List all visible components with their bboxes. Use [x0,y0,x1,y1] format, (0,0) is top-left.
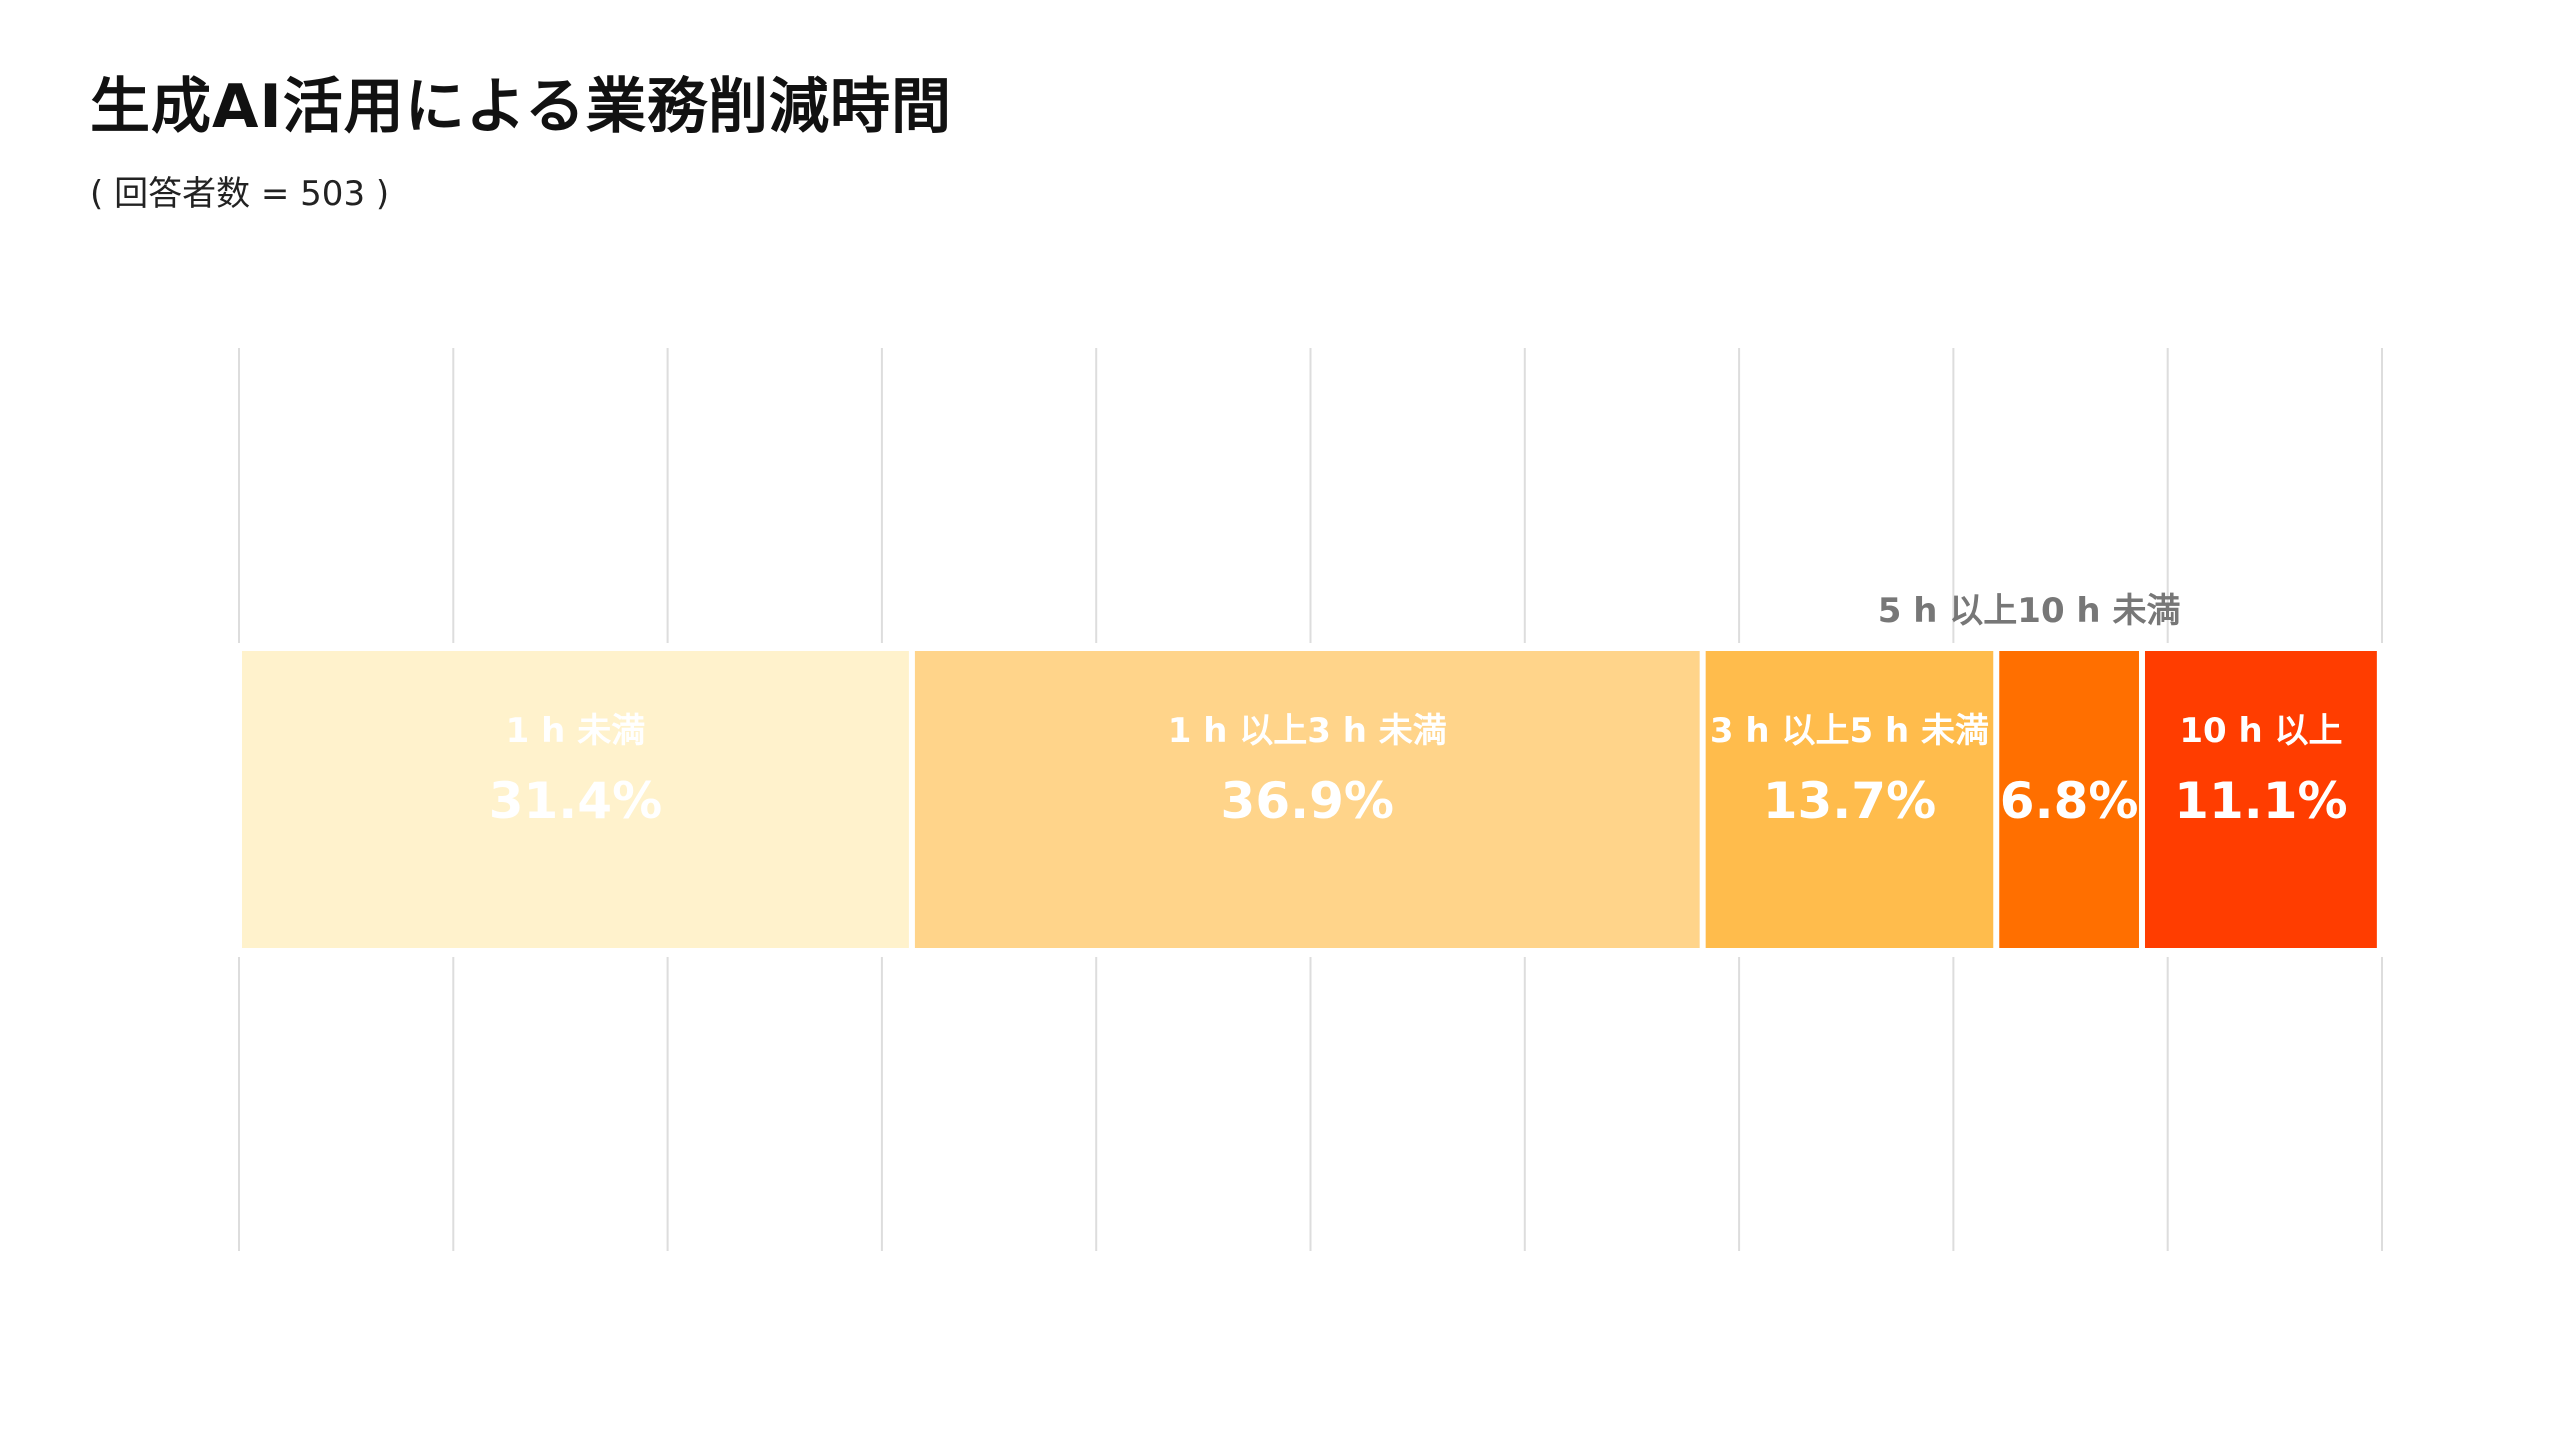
bar-segment [914,651,1700,948]
category-label: 5 h 以上10 h 未満 [1878,591,2181,631]
category-label: 1 h 以上3 h 未満 [1168,711,1447,751]
chart-title: 生成AI活用による業務削減時間 [90,72,952,142]
bar-segment [2144,651,2377,948]
category-label: 10 h 以上 [2179,711,2342,751]
bar-segment [1705,651,1994,948]
value-label: 31.4% [489,772,662,830]
chart-subtitle: ( 回答者数 = 503 ) [90,174,390,214]
bar-segment [1999,651,2139,948]
value-label: 13.7% [1763,772,1936,830]
value-label: 36.9% [1221,772,1394,830]
bar-segment [242,651,909,948]
category-label: 3 h 以上5 h 未満 [1710,711,1989,751]
value-label: 11.1% [2174,772,2347,830]
value-label: 6.8% [2000,772,2139,830]
category-label: 1 h 未満 [506,711,646,751]
